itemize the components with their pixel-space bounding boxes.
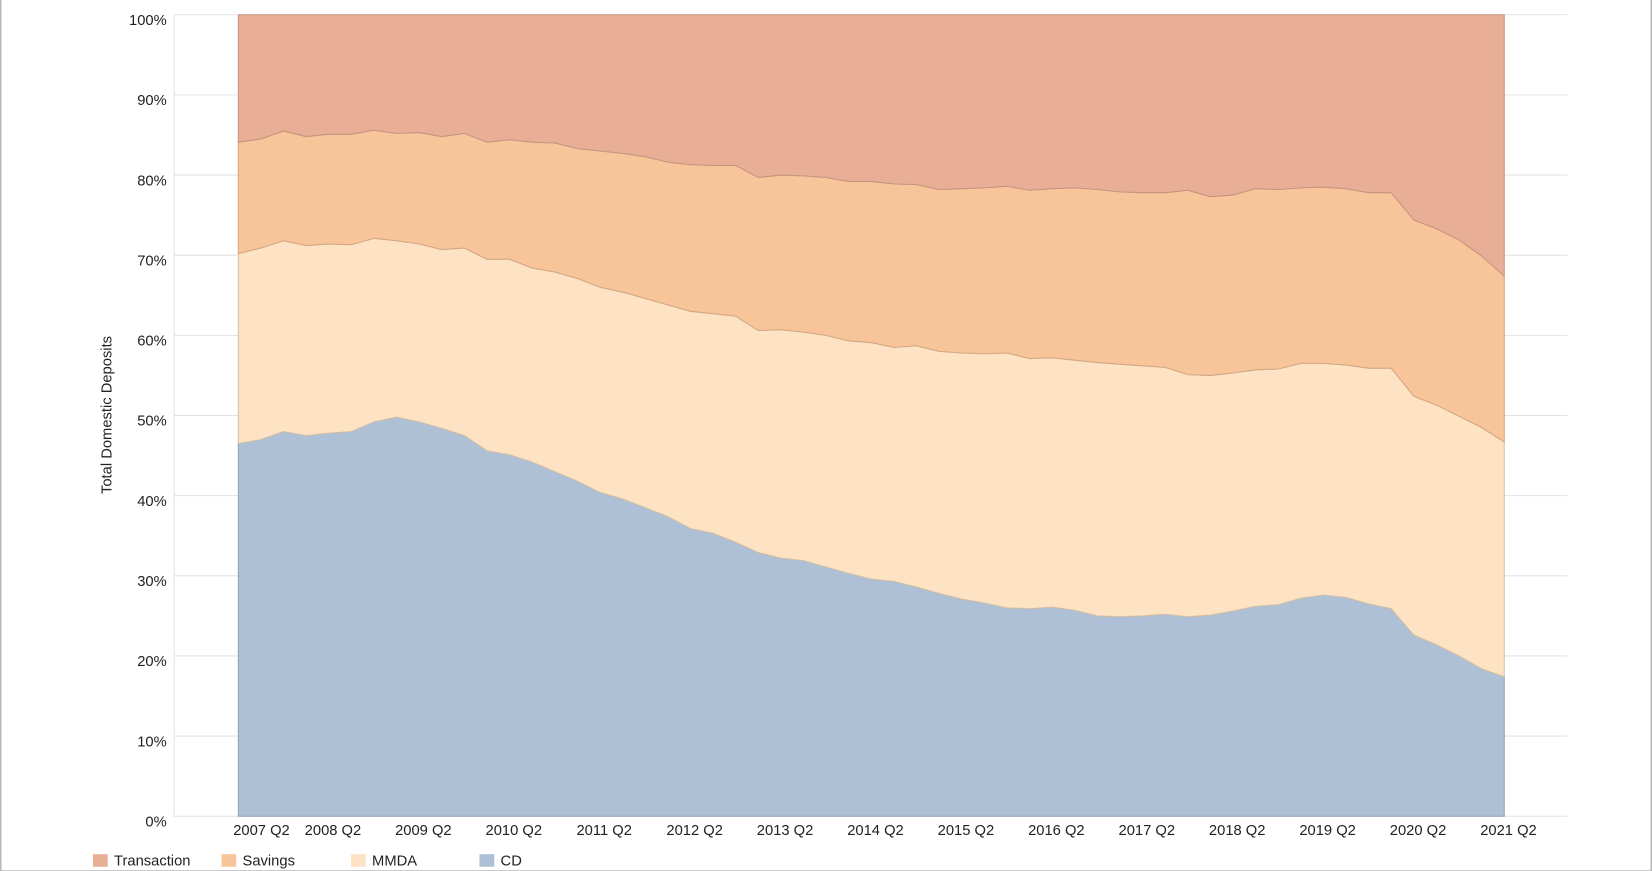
area xyxy=(237,14,1505,278)
y-tick-label: 30% xyxy=(137,574,167,590)
y-tick-label: 70% xyxy=(137,253,167,269)
x-tick-label: 2021 Q2 xyxy=(1480,823,1537,839)
legend-swatch xyxy=(351,854,366,867)
y-tick-label: 90% xyxy=(137,93,167,109)
legend-label: CD xyxy=(501,853,522,869)
x-tick-label: 2017 Q2 xyxy=(1119,823,1176,839)
y-tick-label: 0% xyxy=(145,814,166,830)
x-tick-label: 2013 Q2 xyxy=(757,823,814,839)
y-tick-label: 100% xyxy=(129,13,167,29)
legend-label: MMDA xyxy=(372,853,417,869)
y-tick-label: 40% xyxy=(137,494,167,510)
x-tick-label: 2014 Q2 xyxy=(847,823,904,839)
x-tick-label: 2020 Q2 xyxy=(1390,823,1447,839)
y-tick-label: 60% xyxy=(137,334,167,350)
x-tick-label: 2011 Q2 xyxy=(577,823,632,839)
y-axis-label: Total Domestic Deposits xyxy=(100,336,116,494)
x-tick-label: 2007 Q2 xyxy=(233,823,290,839)
x-tick-label: 2009 Q2 xyxy=(395,823,452,839)
legend-label: Savings xyxy=(243,853,295,869)
x-tick-label: 2018 Q2 xyxy=(1209,823,1266,839)
y-tick-label: 20% xyxy=(137,654,167,670)
x-tick-label: 2008 Q2 xyxy=(305,823,362,839)
x-tick-label: 2019 Q2 xyxy=(1299,823,1356,839)
y-tick-label: 10% xyxy=(137,734,167,750)
legend-swatch xyxy=(479,854,495,867)
legend-label: Transaction xyxy=(114,853,190,869)
legend-swatch xyxy=(221,854,237,867)
legend-swatch xyxy=(92,854,108,867)
x-tick-label: 2016 Q2 xyxy=(1028,823,1085,839)
x-tick-label: 2012 Q2 xyxy=(666,823,723,839)
x-tick-label: 2010 Q2 xyxy=(486,823,543,839)
y-tick-label: 80% xyxy=(137,173,167,189)
y-tick-label: 50% xyxy=(137,414,167,430)
x-tick-label: 2015 Q2 xyxy=(938,823,995,839)
